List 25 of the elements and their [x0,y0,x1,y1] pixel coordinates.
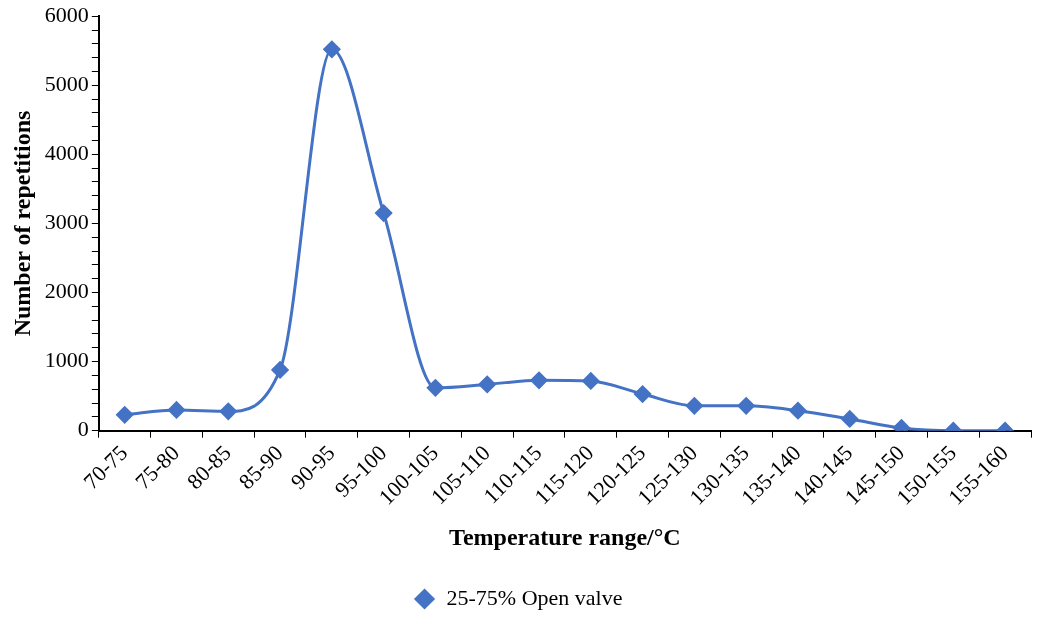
point [426,379,444,397]
point [375,204,393,222]
x-axis-title: Temperature range/°C [449,523,681,550]
point [271,361,289,379]
point [737,397,755,415]
point [634,385,652,403]
y-tick-label: 4000 [44,140,89,166]
point [478,375,496,393]
point [685,397,703,415]
legend-label: 25-75% Open valve [446,584,623,610]
y-tick-label: 1000 [44,347,89,373]
point [219,402,237,420]
point [841,410,859,428]
point [323,40,341,58]
y-axis-title: Number of repetitions [8,110,35,337]
y-tick-label: 3000 [44,209,89,235]
point [530,371,548,389]
point [582,372,600,390]
point [116,406,134,424]
y-tick-label: 5000 [44,71,89,97]
y-tick-label: 6000 [44,1,89,27]
point [789,402,807,420]
y-tick-label: 0 [77,416,89,442]
point [167,401,185,419]
y-tick-label: 2000 [44,278,89,304]
